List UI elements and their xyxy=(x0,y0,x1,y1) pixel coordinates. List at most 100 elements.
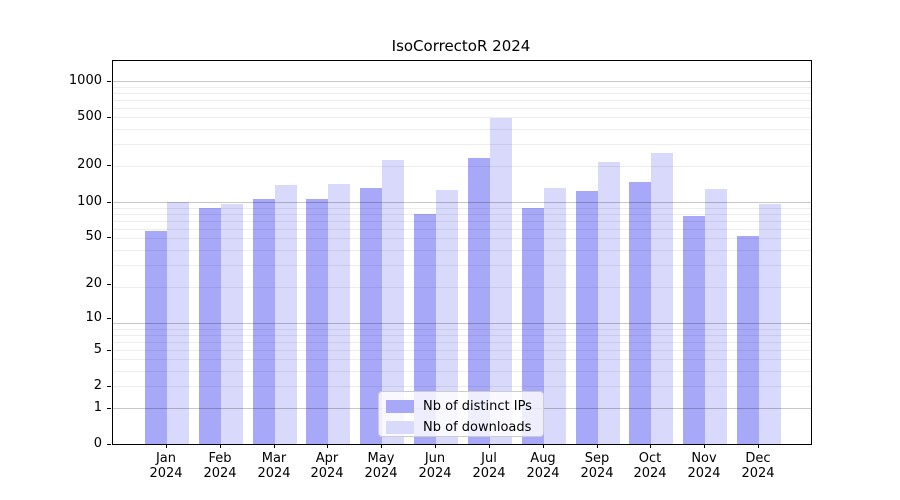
x-tick-label-3: Apr 2024 xyxy=(295,451,359,481)
x-tick-month: Jun xyxy=(424,451,446,466)
bar-downloads-5 xyxy=(436,190,458,444)
bar-downloads-2 xyxy=(275,185,297,444)
x-tick-mark-1 xyxy=(220,444,221,448)
x-tick-month: Mar xyxy=(261,451,287,466)
y-tick-mark-100 xyxy=(107,202,111,203)
x-tick-label-9: Oct 2024 xyxy=(618,451,682,481)
y-tick-label-500: 500 xyxy=(77,109,102,124)
x-tick-mark-10 xyxy=(704,444,705,448)
x-tick-label-8: Sep 2024 xyxy=(565,451,629,481)
x-tick-year: 2024 xyxy=(472,466,506,481)
x-tick-year: 2024 xyxy=(149,466,183,481)
y-tick-mark-50 xyxy=(107,237,111,238)
x-tick-label-10: Nov 2024 xyxy=(672,451,736,481)
x-tick-mark-4 xyxy=(381,444,382,448)
bar-distinct-ips-5 xyxy=(414,214,436,444)
y-tick-label-200: 200 xyxy=(77,157,102,172)
x-tick-label-2: Mar 2024 xyxy=(242,451,306,481)
x-tick-month: Feb xyxy=(208,451,232,466)
bar-distinct-ips-3 xyxy=(306,199,328,444)
gridline-minor xyxy=(113,350,811,351)
gridline-minor xyxy=(113,221,811,222)
gridline-major xyxy=(113,323,811,324)
gridline-major xyxy=(113,202,811,203)
x-tick-month: Sep xyxy=(584,451,610,466)
y-tick-label-5: 5 xyxy=(93,342,102,357)
x-tick-year: 2024 xyxy=(364,466,398,481)
x-tick-label-6: Jul 2024 xyxy=(457,451,521,481)
y-tick-label-20: 20 xyxy=(85,276,102,291)
bar-downloads-9 xyxy=(651,153,673,444)
y-tick-label-50: 50 xyxy=(85,229,102,244)
gridline-minor xyxy=(113,214,811,215)
y-tick-mark-1000 xyxy=(107,81,111,82)
gridline-minor xyxy=(113,265,811,266)
gridline-minor xyxy=(113,100,811,101)
x-tick-label-5: Jun 2024 xyxy=(403,451,467,481)
bar-downloads-0 xyxy=(167,202,189,444)
x-tick-month: Oct xyxy=(638,451,662,466)
x-tick-mark-3 xyxy=(327,444,328,448)
gridline-minor xyxy=(113,371,811,372)
x-tick-mark-0 xyxy=(166,444,167,448)
gridline-minor xyxy=(113,335,811,336)
y-tick-label-100: 100 xyxy=(77,194,102,209)
bar-distinct-ips-4 xyxy=(360,188,382,444)
bar-distinct-ips-7 xyxy=(522,208,544,444)
x-tick-month: Apr xyxy=(315,451,339,466)
x-tick-mark-2 xyxy=(274,444,275,448)
gridline-minor xyxy=(113,359,811,360)
gridline-minor xyxy=(113,329,811,330)
bar-distinct-ips-2 xyxy=(253,199,275,444)
gridline-major xyxy=(113,81,811,82)
x-tick-month: Jul xyxy=(481,451,497,466)
y-tick-mark-0 xyxy=(107,444,111,445)
legend-swatch-downloads xyxy=(386,420,414,434)
gridline-minor xyxy=(113,93,811,94)
x-tick-year: 2024 xyxy=(310,466,344,481)
legend-item-distinct-ips: Nb of distinct IPs xyxy=(386,397,537,415)
x-tick-label-1: Feb 2024 xyxy=(188,451,252,481)
gridline-minor xyxy=(113,129,811,130)
y-tick-mark-2 xyxy=(107,386,111,387)
y-tick-label-1: 1 xyxy=(93,400,102,415)
y-tick-label-10: 10 xyxy=(85,310,102,325)
y-tick-mark-200 xyxy=(107,165,111,166)
y-tick-label-0: 0 xyxy=(93,436,102,451)
x-tick-label-7: Aug 2024 xyxy=(511,451,575,481)
x-tick-label-0: Jan 2024 xyxy=(134,451,198,481)
x-tick-year: 2024 xyxy=(257,466,291,481)
y-tick-label-2: 2 xyxy=(93,378,102,393)
x-tick-month: May xyxy=(367,451,395,466)
x-tick-year: 2024 xyxy=(418,466,452,481)
bar-distinct-ips-6 xyxy=(468,158,490,444)
gridline-minor xyxy=(113,117,811,118)
x-tick-mark-7 xyxy=(543,444,544,448)
gridline-minor xyxy=(113,144,811,145)
gridline-minor xyxy=(113,342,811,343)
bar-downloads-3 xyxy=(328,184,350,444)
gridline-minor xyxy=(113,250,811,251)
y-tick-mark-5 xyxy=(107,350,111,351)
x-tick-mark-11 xyxy=(758,444,759,448)
gridline-minor xyxy=(113,238,811,239)
bar-downloads-10 xyxy=(705,189,727,444)
x-tick-label-11: Dec 2024 xyxy=(726,451,790,481)
gridline-minor xyxy=(113,287,811,288)
y-tick-mark-10 xyxy=(107,318,111,319)
bar-downloads-8 xyxy=(598,162,620,444)
x-tick-year: 2024 xyxy=(633,466,667,481)
y-tick-mark-1 xyxy=(107,408,111,409)
bar-distinct-ips-1 xyxy=(199,208,221,444)
x-tick-year: 2024 xyxy=(741,466,775,481)
bar-downloads-11 xyxy=(759,204,781,444)
gridline-minor xyxy=(113,208,811,209)
gridline-minor xyxy=(113,386,811,387)
x-tick-mark-6 xyxy=(489,444,490,448)
x-tick-month: Aug xyxy=(530,451,556,466)
x-tick-year: 2024 xyxy=(203,466,237,481)
y-tick-mark-500 xyxy=(107,117,111,118)
chart-title: IsoCorrectoR 2024 xyxy=(391,37,531,55)
bar-distinct-ips-9 xyxy=(629,182,651,444)
